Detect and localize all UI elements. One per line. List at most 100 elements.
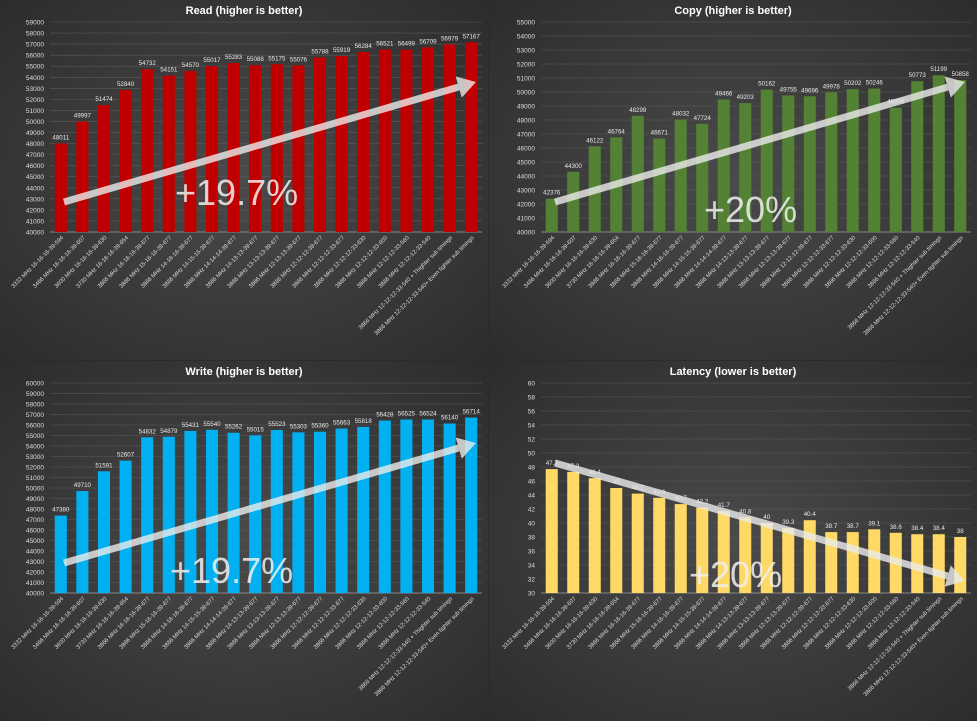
trend-arrow	[63, 83, 460, 206]
data-label: 56499	[398, 41, 416, 48]
bar	[588, 478, 601, 593]
bar	[653, 497, 666, 593]
y-tick-label: 32	[528, 577, 536, 584]
y-tick-label: 56	[528, 409, 536, 416]
data-label: 38.7	[847, 523, 860, 530]
x-tick-label: 3866 MHz 12-12-12-33-540+ Even tighter s…	[863, 235, 965, 337]
bar	[97, 105, 111, 232]
y-tick-label: 54000	[26, 444, 44, 451]
latency-chart: Latency (lower is better) 30 32 34 36 38 40 42 4…	[489, 361, 977, 721]
data-label: 55523	[268, 421, 286, 428]
data-label: 50202	[844, 80, 862, 87]
y-tick-label: 40000	[26, 230, 44, 237]
data-label: 42.2	[696, 499, 709, 506]
y-tick-label: 48000	[26, 141, 44, 148]
bar	[760, 89, 773, 233]
y-tick-label: 45000	[517, 160, 535, 167]
y-tick-label: 58000	[26, 402, 44, 409]
y-tick-label: 59000	[26, 391, 44, 398]
trend-annotation: +20%	[689, 554, 782, 595]
data-label: 48299	[629, 107, 647, 114]
trend-annotation: +19.7%	[175, 172, 298, 213]
data-label: 38	[957, 528, 964, 535]
bar	[162, 436, 175, 593]
y-tick-label: 53000	[26, 454, 44, 461]
y-tick-label: 51000	[26, 475, 44, 482]
chart-title: Latency (lower is better)	[670, 366, 797, 378]
data-label: 46764	[608, 128, 626, 135]
y-tick-label: 45000	[26, 538, 44, 545]
bar	[141, 69, 154, 232]
data-label: 38.7	[825, 523, 838, 530]
bar	[54, 143, 67, 232]
bar	[205, 66, 219, 232]
y-tick-label: 44000	[517, 174, 535, 181]
data-label: 42376	[543, 190, 561, 197]
data-label: 49466	[715, 90, 733, 97]
y-tick-label: 50	[528, 451, 536, 458]
bar	[760, 523, 773, 593]
y-tick-label: 46	[528, 479, 536, 486]
y-tick-label: 51000	[517, 76, 535, 83]
data-label: 46122	[586, 137, 604, 144]
data-label: 55262	[225, 424, 243, 431]
data-label: 43.6	[653, 489, 666, 496]
data-label: 40.8	[739, 508, 752, 515]
y-tick-label: 50000	[517, 90, 535, 97]
data-label: 55088	[247, 56, 265, 63]
data-label: 49710	[74, 482, 92, 489]
data-label: 52607	[117, 452, 135, 459]
y-tick-label: 30	[528, 591, 536, 598]
x-tick-label: 3866 MHz 12-12-12-33-540+ Even tighter s…	[374, 596, 476, 698]
y-tick-label: 55000	[517, 20, 535, 27]
y-tick-label: 52000	[26, 97, 44, 104]
bar	[911, 534, 924, 593]
bar	[97, 471, 111, 593]
y-tick-label: 41000	[26, 580, 44, 587]
bar	[54, 515, 67, 593]
y-tick-label: 46000	[26, 163, 44, 170]
data-label: 55015	[247, 426, 265, 433]
trend-arrow	[63, 444, 460, 567]
bar	[954, 537, 967, 593]
bar	[846, 89, 859, 232]
y-tick-label: 54000	[517, 34, 535, 41]
y-tick-label: 42000	[26, 570, 44, 577]
y-tick-label: 38	[528, 535, 536, 542]
bar	[162, 75, 175, 232]
data-label: 38.4	[933, 525, 946, 532]
bar	[313, 431, 327, 593]
data-label: 57167	[463, 33, 481, 40]
bar	[717, 511, 730, 593]
bar	[465, 42, 478, 232]
data-label: 49755	[780, 86, 798, 93]
data-label: 46.4	[589, 469, 602, 476]
bar	[270, 64, 283, 233]
data-label: 55175	[268, 55, 286, 62]
bar	[378, 420, 391, 593]
bar	[911, 81, 924, 232]
data-label: 49696	[801, 87, 819, 94]
y-tick-label: 53000	[26, 86, 44, 93]
bar	[249, 435, 262, 593]
data-label: 44.2	[632, 485, 645, 492]
data-label: 54879	[160, 428, 178, 435]
data-label: 38.4	[911, 525, 924, 532]
bar	[932, 534, 945, 593]
y-tick-label: 54	[528, 423, 536, 430]
data-label: 48032	[672, 111, 690, 118]
bar	[184, 70, 197, 232]
data-label: 55303	[290, 423, 308, 430]
bar	[270, 430, 283, 593]
data-label: 51474	[95, 96, 113, 103]
bar	[889, 107, 902, 232]
y-tick-label: 59000	[26, 20, 44, 27]
bar	[567, 171, 580, 232]
bar	[76, 121, 89, 232]
bar	[674, 119, 687, 232]
data-label: 56714	[463, 409, 481, 416]
bar	[443, 44, 456, 232]
bar	[545, 469, 558, 593]
trend-arrowhead	[455, 437, 476, 459]
bar	[357, 426, 370, 593]
